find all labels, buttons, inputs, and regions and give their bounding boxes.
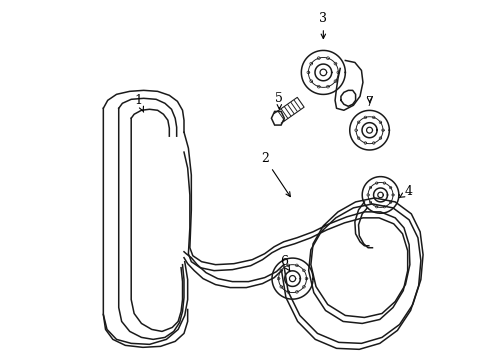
Text: 3: 3 — [319, 12, 326, 39]
Text: 7: 7 — [365, 96, 373, 109]
Text: 2: 2 — [260, 152, 290, 197]
Text: 4: 4 — [398, 185, 411, 198]
Text: 6: 6 — [279, 255, 289, 271]
Text: 5: 5 — [275, 92, 283, 109]
Text: 1: 1 — [134, 94, 143, 112]
